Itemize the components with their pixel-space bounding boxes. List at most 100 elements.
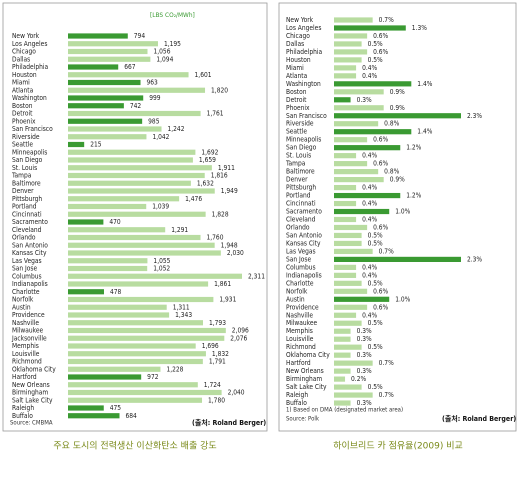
category-label: Cincinnati bbox=[12, 210, 42, 218]
bar bbox=[68, 304, 167, 310]
bar bbox=[68, 366, 161, 372]
bar bbox=[334, 137, 368, 143]
value-label: 1,228 bbox=[166, 365, 183, 373]
category-label: Miami bbox=[12, 79, 30, 87]
value-label: 0.4% bbox=[362, 184, 377, 192]
value-label: 0.6% bbox=[373, 160, 388, 168]
category-label: Louisville bbox=[286, 335, 314, 343]
category-label: Kansas City bbox=[286, 239, 321, 247]
bar bbox=[68, 397, 203, 403]
value-label: 0.6% bbox=[373, 303, 388, 311]
bar bbox=[334, 200, 357, 207]
category-label: Tampa bbox=[11, 172, 32, 180]
bar bbox=[334, 129, 412, 135]
category-label: Philadelphia bbox=[286, 48, 323, 56]
category-label: Chicago bbox=[12, 48, 36, 56]
value-label: 0.4% bbox=[362, 271, 377, 279]
category-label: Providence bbox=[12, 311, 45, 319]
value-label: 985 bbox=[148, 117, 160, 125]
bar bbox=[68, 95, 144, 101]
category-label: Jacksonville bbox=[11, 334, 47, 342]
value-label: 0.3% bbox=[357, 351, 372, 359]
category-label: Birmingham bbox=[12, 389, 48, 397]
value-label: 1.2% bbox=[406, 144, 421, 152]
credit: (출처: Roland Berger) bbox=[442, 414, 516, 423]
value-label: 1,659 bbox=[199, 156, 216, 164]
bar bbox=[68, 250, 221, 256]
bar bbox=[334, 153, 357, 159]
bar bbox=[68, 110, 201, 117]
bar bbox=[68, 126, 162, 132]
bar bbox=[334, 113, 461, 119]
category-label: Portland bbox=[12, 203, 37, 211]
value-label: 1,311 bbox=[173, 303, 190, 311]
value-label: 2,311 bbox=[248, 272, 265, 280]
bar bbox=[334, 256, 461, 262]
value-label: 0.7% bbox=[379, 247, 394, 255]
category-label: Detroit bbox=[12, 110, 33, 118]
source: Source: Polk bbox=[286, 416, 320, 423]
value-label: 0.5% bbox=[368, 319, 383, 327]
value-label: 1,780 bbox=[208, 396, 225, 404]
value-label: 1,476 bbox=[185, 195, 202, 203]
category-label: Washington bbox=[12, 94, 47, 102]
value-label: 1,828 bbox=[212, 210, 229, 218]
category-label: Cincinnati bbox=[286, 200, 316, 208]
category-label: San Francisco bbox=[12, 125, 53, 133]
bar bbox=[68, 79, 141, 86]
value-label: 0.9% bbox=[390, 104, 405, 112]
value-label: 0.8% bbox=[384, 168, 399, 176]
bar bbox=[68, 289, 104, 295]
value-label: 1,949 bbox=[221, 187, 238, 195]
bar bbox=[68, 343, 196, 349]
category-label: Salt Lake City bbox=[286, 383, 327, 391]
value-label: 1,632 bbox=[197, 179, 214, 187]
bar bbox=[334, 240, 362, 247]
category-label: Houston bbox=[12, 71, 37, 79]
category-label: Raleigh bbox=[286, 391, 308, 399]
bar bbox=[334, 232, 362, 239]
bar bbox=[68, 382, 198, 388]
value-label: 1.3% bbox=[412, 24, 427, 32]
bar bbox=[68, 211, 206, 217]
value-label: 2,096 bbox=[232, 327, 249, 335]
bar bbox=[334, 33, 368, 39]
bar bbox=[334, 336, 351, 342]
value-label: 1,055 bbox=[153, 257, 170, 265]
value-label: 999 bbox=[149, 94, 161, 102]
bar bbox=[334, 288, 368, 294]
value-label: 0.5% bbox=[368, 279, 383, 287]
category-label: Oklahoma City bbox=[12, 365, 56, 373]
category-label: Charlotte bbox=[286, 279, 314, 287]
bar bbox=[334, 392, 373, 398]
bar bbox=[68, 273, 242, 279]
value-label: 0.5% bbox=[368, 40, 383, 48]
bar bbox=[68, 33, 128, 39]
category-label: Pittsburgh bbox=[12, 195, 42, 203]
category-label: Richmond bbox=[286, 343, 316, 351]
category-label: Milwaukee bbox=[12, 327, 44, 335]
bar bbox=[334, 49, 368, 55]
category-label: Los Angeles bbox=[12, 40, 47, 48]
value-label: 1,911 bbox=[218, 164, 235, 172]
category-label: Chicago bbox=[286, 32, 310, 40]
value-label: 0.4% bbox=[362, 200, 377, 208]
value-label: 0.9% bbox=[390, 88, 405, 96]
value-label: 0.3% bbox=[357, 335, 372, 343]
bar bbox=[68, 258, 148, 264]
value-label: 0.9% bbox=[390, 176, 405, 184]
category-label: Pittsburgh bbox=[286, 184, 316, 192]
category-label: Charlotte bbox=[12, 288, 40, 296]
category-label: Austin bbox=[286, 295, 305, 303]
category-label: Detroit bbox=[286, 96, 307, 104]
unit-label: [LBS CO₂/MWh] bbox=[150, 11, 195, 19]
bar bbox=[68, 351, 206, 357]
bar bbox=[334, 145, 401, 151]
value-label: 475 bbox=[110, 404, 122, 412]
value-label: 1,793 bbox=[209, 319, 226, 327]
category-label: Memphis bbox=[286, 327, 313, 335]
bar bbox=[68, 281, 209, 287]
category-label: St. Louis bbox=[12, 164, 37, 172]
category-label: Portland bbox=[286, 192, 311, 200]
value-label: 0.6% bbox=[373, 136, 388, 144]
